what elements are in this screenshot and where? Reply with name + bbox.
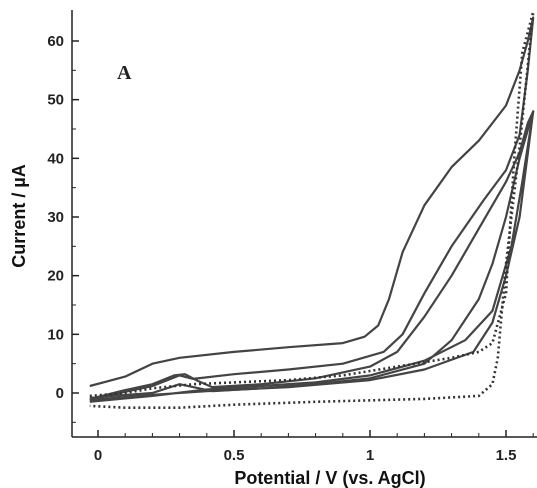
series-line-2 <box>89 110 535 400</box>
panel-label: A <box>117 62 132 84</box>
y-axis-title: Current / µA <box>9 164 29 267</box>
series-line-1 <box>89 16 535 402</box>
y-ticks: 0 10 20 30 40 50 60 <box>47 33 79 423</box>
x-tick-label: 0 <box>94 447 102 464</box>
y-tick-label: 30 <box>47 209 64 226</box>
series-layer <box>89 10 535 409</box>
x-tick-label: 1 <box>366 447 374 464</box>
series-line-4 <box>89 10 535 409</box>
y-tick-label: 50 <box>47 92 64 109</box>
x-ticks: 0 0.5 1 1.5 <box>94 430 534 464</box>
y-tick-label: 20 <box>47 268 64 285</box>
y-tick-label: 40 <box>47 150 64 167</box>
series-line-3 <box>89 110 535 403</box>
y-tick-label: 0 <box>56 385 64 402</box>
x-tick-label: 1.5 <box>496 447 517 464</box>
x-tick-label: 0.5 <box>224 447 245 464</box>
x-axis-title: Potential / V (vs. AgCl) <box>234 468 425 488</box>
y-tick-label: 60 <box>47 33 64 50</box>
y-tick-label: 10 <box>47 326 64 343</box>
